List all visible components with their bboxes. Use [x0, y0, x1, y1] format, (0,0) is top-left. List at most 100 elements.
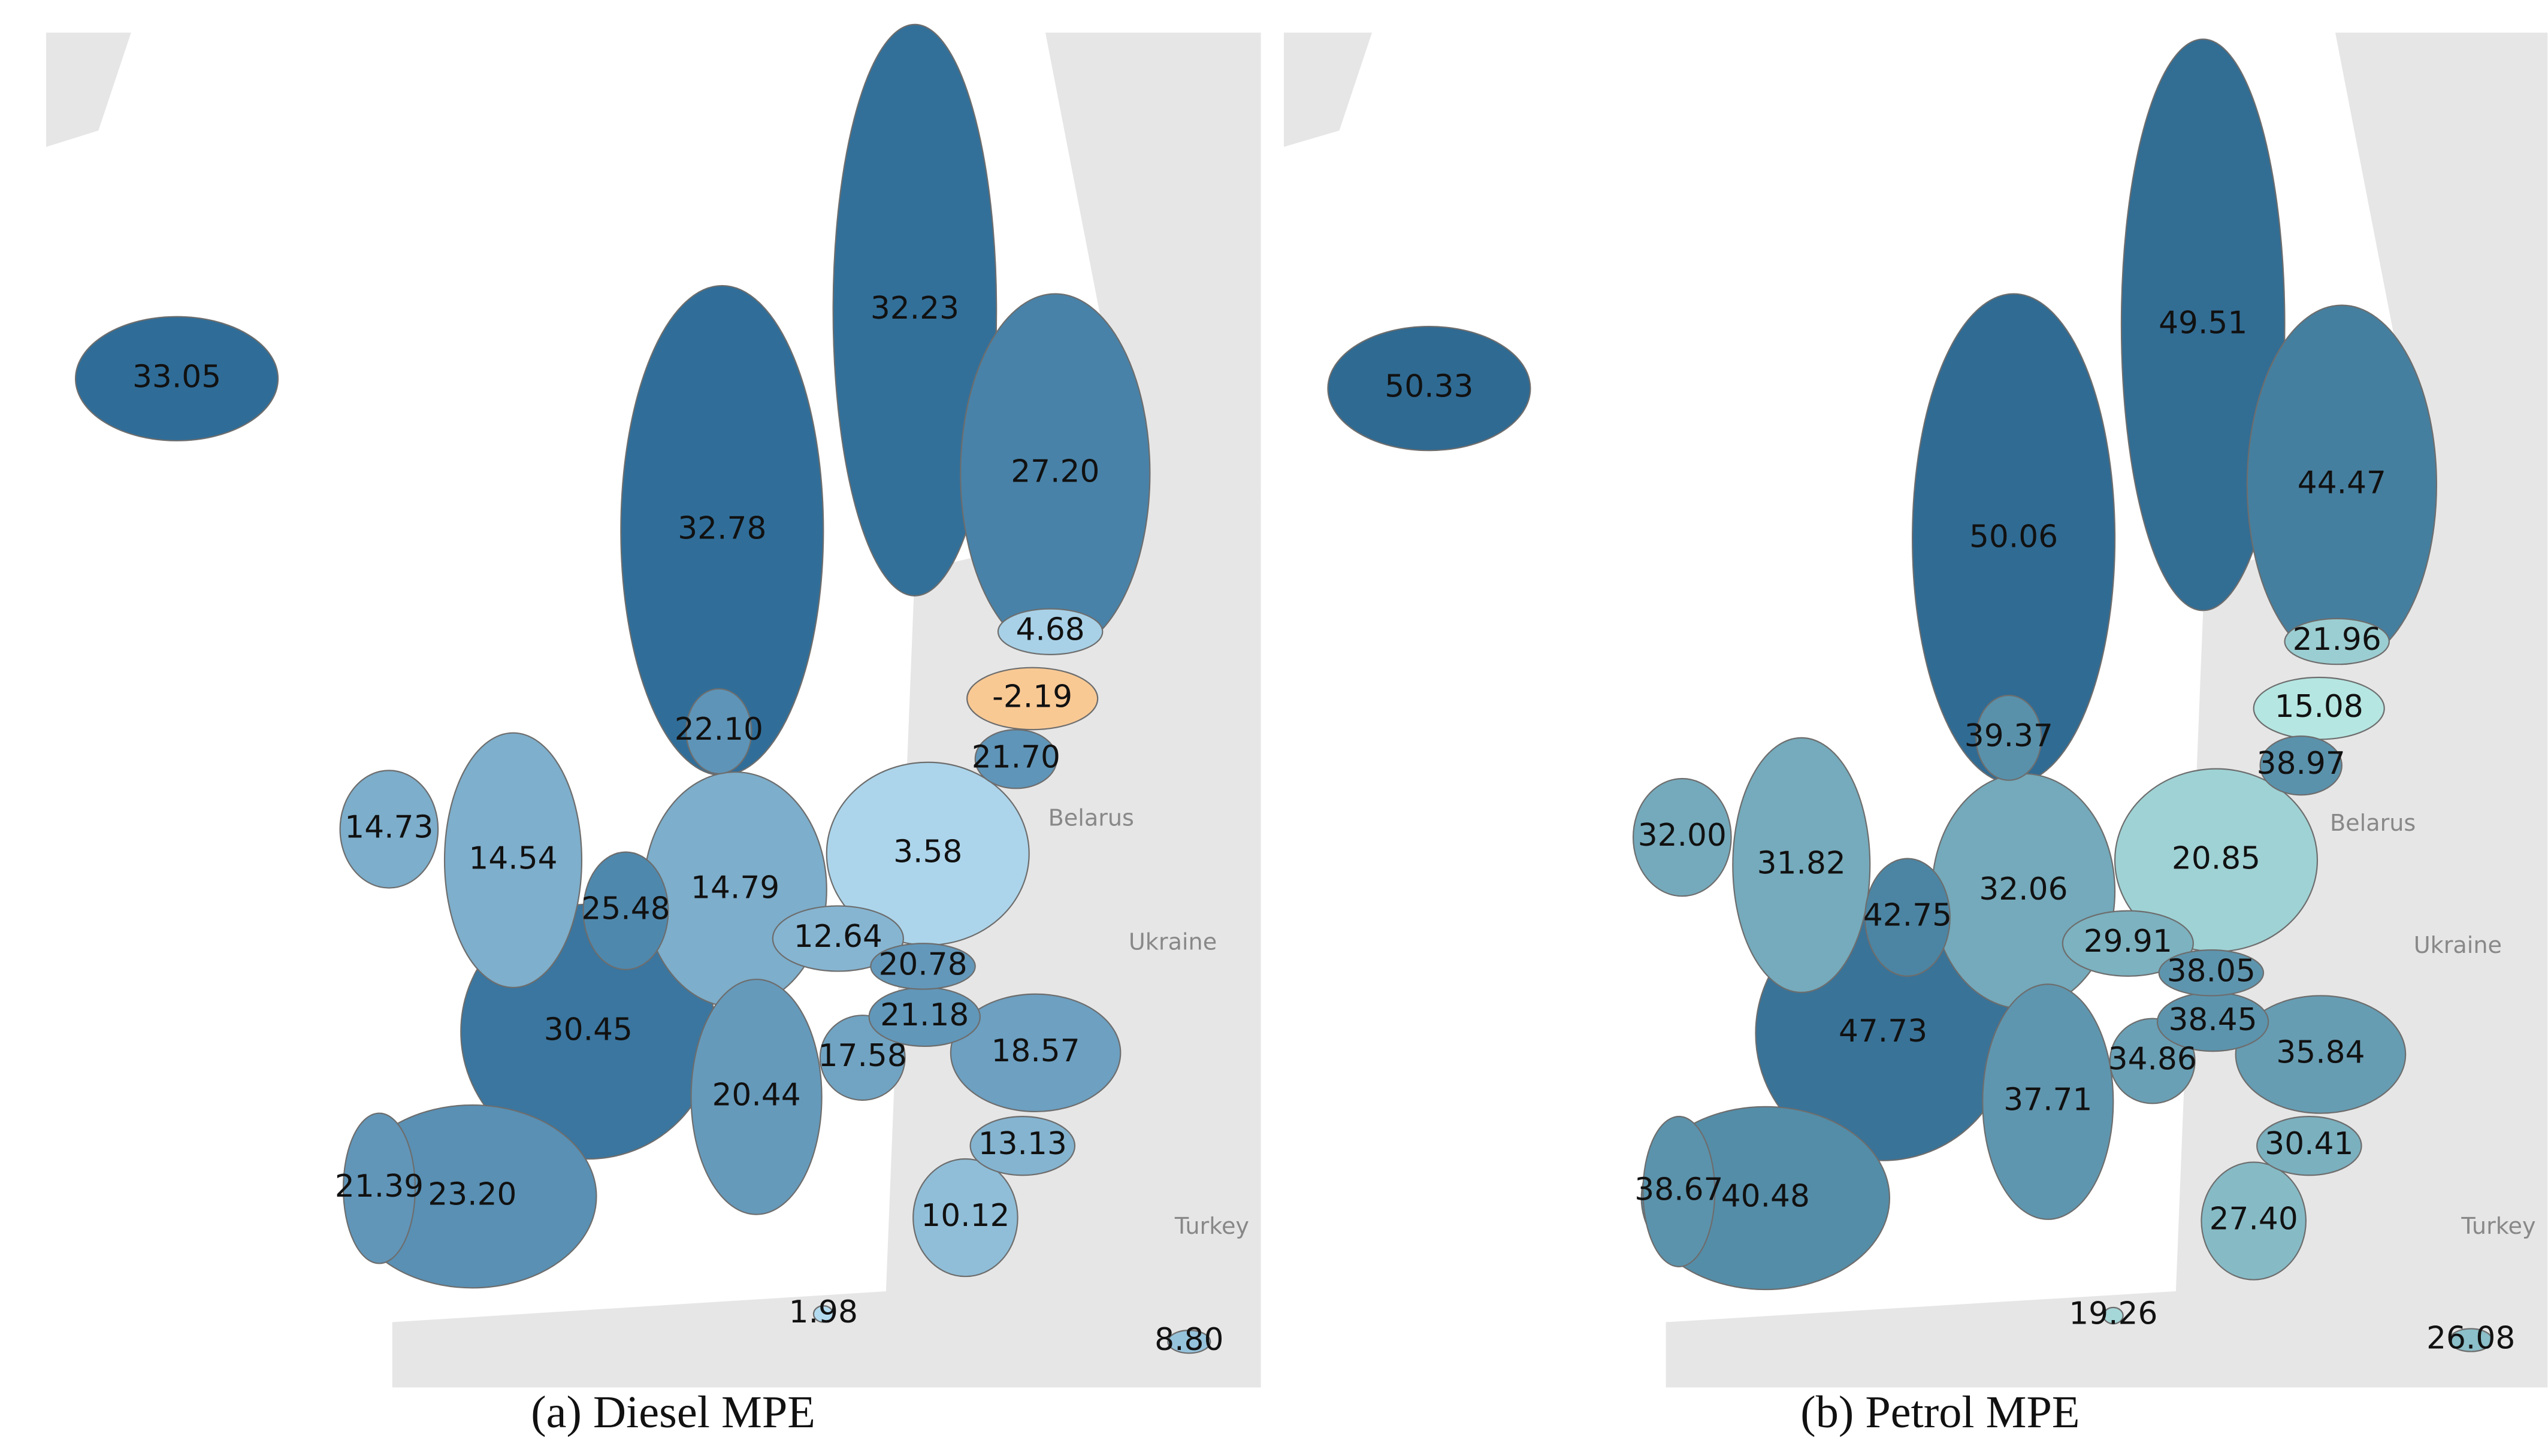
region [2449, 1328, 2493, 1352]
region [2102, 1306, 2124, 1325]
region [2201, 1161, 2307, 1281]
region [912, 1158, 1018, 1278]
region [1327, 325, 1531, 452]
value-label: 50.33 [1385, 369, 1473, 405]
region [974, 729, 1058, 789]
value-label: 42.75 [1863, 898, 1952, 934]
region [443, 732, 583, 988]
value-label: 38.45 [2168, 1002, 2257, 1038]
region [997, 608, 1104, 655]
region [342, 1112, 416, 1264]
value-label: 22.10 [675, 712, 763, 747]
value-label: 38.67 [1634, 1172, 1723, 1207]
place-label: Turkey [2461, 1213, 2535, 1239]
region [772, 905, 904, 972]
region [950, 993, 1122, 1113]
value-label: 30.45 [544, 1012, 633, 1048]
value-label: 20.44 [712, 1077, 800, 1113]
value-label: 14.79 [691, 870, 779, 906]
region [1632, 777, 1732, 897]
value-label: 39.37 [1964, 718, 2053, 754]
value-label: 32.78 [678, 511, 766, 547]
value-label: 37.71 [2003, 1082, 2092, 1118]
value-label: 35.84 [2276, 1035, 2365, 1071]
value-label: 3.58 [893, 834, 962, 870]
value-label: 40.48 [1721, 1178, 1810, 1214]
region [2256, 1116, 2362, 1176]
value-label: 8.80 [1154, 1322, 1223, 1358]
value-label: 32.06 [1979, 871, 2068, 907]
value-label: 49.51 [2159, 305, 2247, 341]
value-label: 32.00 [1638, 818, 1727, 853]
place-label: Turkey [1174, 1213, 1249, 1239]
value-label: 21.18 [880, 997, 969, 1033]
place-label: Ukraine [2414, 932, 2502, 958]
value-label: 44.47 [2298, 465, 2386, 501]
region [1982, 983, 2114, 1220]
region [2062, 910, 2194, 977]
value-label: 15.08 [2275, 689, 2363, 725]
value-label: 29.91 [2084, 924, 2172, 959]
value-label: 20.85 [2172, 840, 2260, 876]
value-label: 10.12 [921, 1198, 1009, 1234]
region [1864, 858, 1951, 977]
value-label: 21.70 [972, 739, 1060, 775]
value-label: 21.96 [2293, 622, 2381, 658]
value-label: 14.73 [344, 809, 433, 845]
value-label: 19.26 [2069, 1296, 2157, 1332]
value-label: 38.97 [2257, 746, 2346, 782]
region [685, 688, 752, 774]
value-label: 12.64 [794, 919, 882, 955]
region [339, 770, 439, 889]
region [812, 1305, 834, 1323]
region [969, 1116, 1076, 1176]
region [582, 851, 669, 970]
value-label: 1.98 [789, 1294, 858, 1330]
place-label: Belarus [2330, 810, 2416, 836]
value-label: 50.06 [1969, 519, 2058, 555]
panel-gap [1261, 0, 1284, 1456]
value-label: 32.23 [871, 290, 959, 326]
place-label: Ukraine [1129, 929, 1217, 955]
value-label: 33.05 [132, 359, 221, 395]
region [2120, 38, 2286, 612]
value-label: 20.78 [878, 946, 967, 982]
value-label: 4.68 [1015, 612, 1084, 648]
value-label: 14.54 [469, 840, 557, 876]
region [1167, 1330, 1211, 1354]
region [690, 979, 823, 1215]
caption: (b) Petrol MPE [1800, 1387, 2079, 1437]
value-label: 18.57 [991, 1033, 1080, 1069]
value-label: 30.41 [2265, 1126, 2353, 1162]
region [1642, 1116, 1716, 1267]
place-label: Belarus [1048, 805, 1134, 831]
region [2259, 735, 2343, 796]
region [2284, 617, 2390, 665]
region [870, 943, 976, 990]
region [75, 316, 279, 441]
value-label: -2.19 [992, 679, 1072, 715]
value-label: 13.13 [978, 1126, 1067, 1162]
value-label: 27.40 [2210, 1201, 2298, 1237]
region [2235, 995, 2407, 1114]
value-label: 34.86 [2108, 1041, 2197, 1077]
value-label: 21.39 [335, 1169, 424, 1204]
value-label: 25.48 [581, 891, 670, 927]
value-label: 31.82 [1757, 845, 1846, 881]
value-label: 23.20 [428, 1177, 516, 1213]
region [1732, 737, 1871, 994]
value-label: 17.58 [818, 1038, 907, 1074]
value-label: 26.08 [2426, 1321, 2515, 1357]
panel: Belarus Ukraine Turkey 50.33 49.51 44.47 50.06… [1327, 38, 2536, 1437]
value-label: 27.20 [1011, 453, 1099, 489]
value-label: 47.73 [1839, 1013, 1927, 1049]
panel: Belarus Ukraine Turkey 33.05 32.23 27.20 32.78… [75, 23, 1249, 1437]
caption: (a) Diesel MPE [531, 1387, 815, 1437]
region [1975, 694, 2042, 781]
region [966, 667, 1099, 731]
region [2158, 949, 2265, 997]
value-label: 38.05 [2167, 953, 2256, 989]
region [832, 23, 998, 597]
